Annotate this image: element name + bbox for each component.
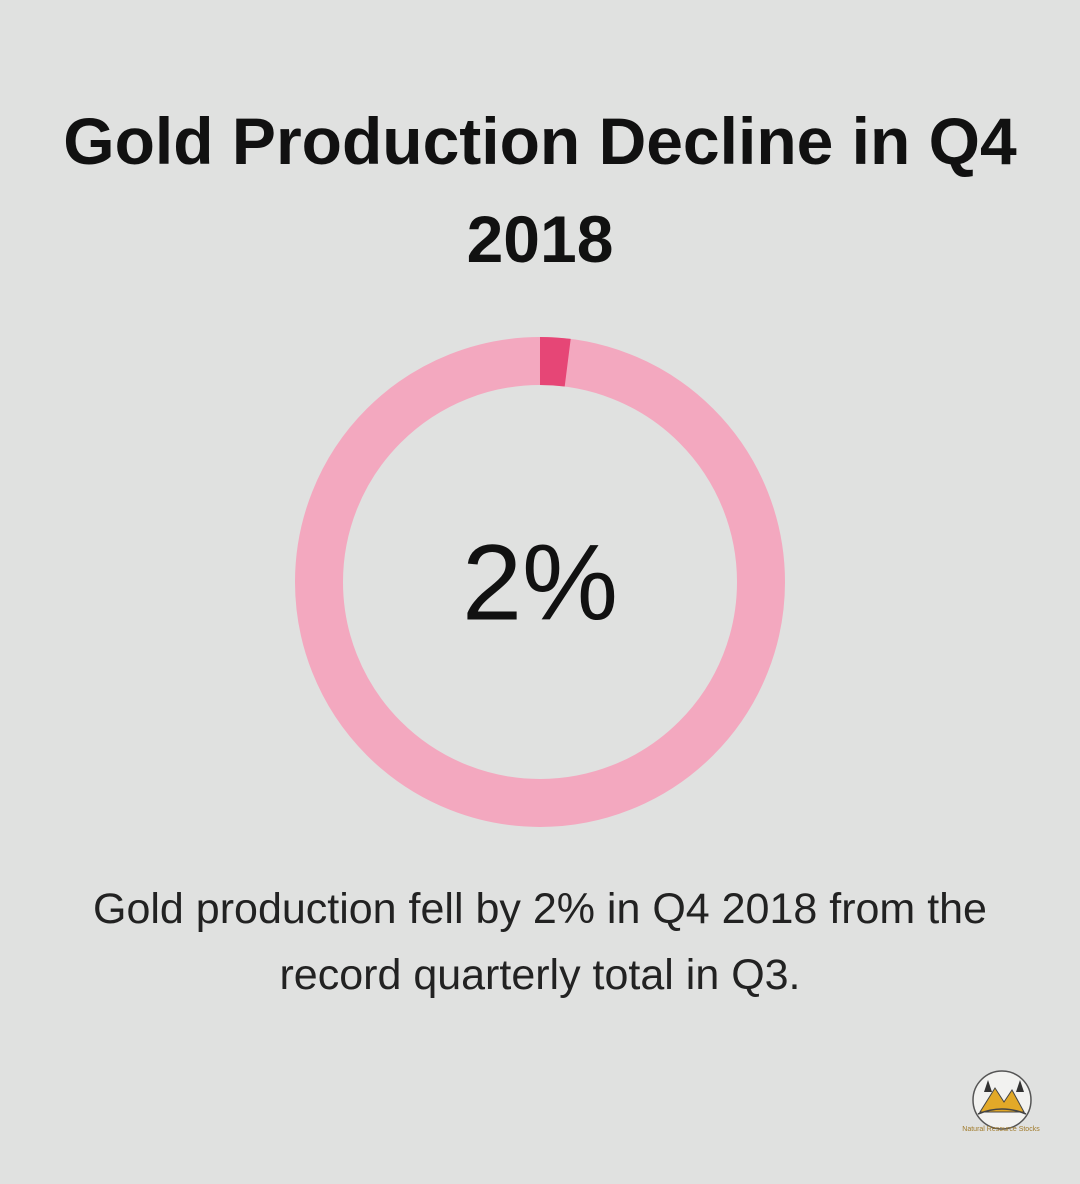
center-label: 2% <box>462 522 618 643</box>
donut-segment <box>539 337 571 387</box>
logo-text: Natural Resource Stocks <box>962 1126 1040 1133</box>
caption: Gold production fell by 2% in Q4 2018 fr… <box>93 885 987 999</box>
title: Gold Production Decline in Q4 2018 <box>63 104 1017 276</box>
logo-icon <box>972 1070 1032 1130</box>
